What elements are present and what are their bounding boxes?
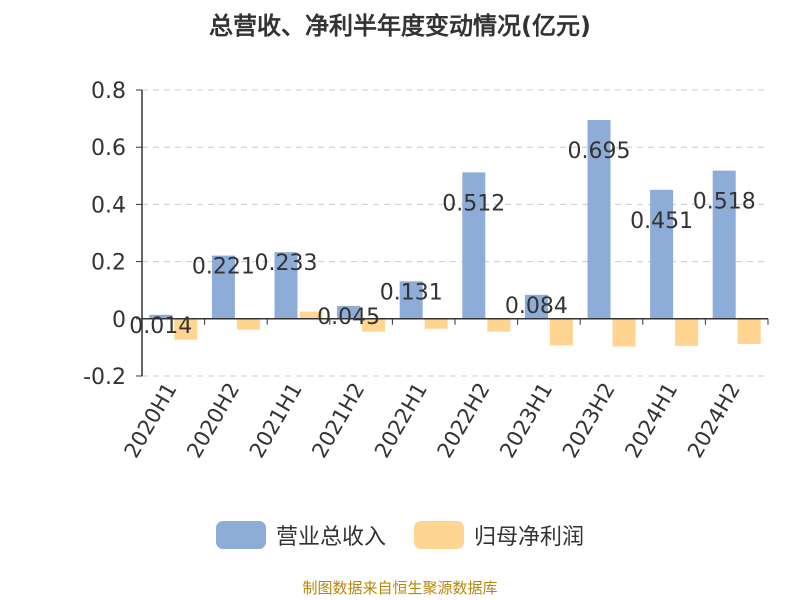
x-tick-label: 2022H1 (370, 379, 432, 463)
y-tick-label: 0.6 (91, 136, 126, 161)
x-tick-label: 2021H2 (307, 379, 369, 463)
bar-revenue (462, 172, 486, 319)
y-tick-label: 0.4 (91, 193, 126, 218)
data-label: 0.014 (129, 314, 192, 339)
source-footer: 制图数据来自恒生聚源数据库 (302, 579, 498, 597)
bar-revenue (149, 314, 173, 319)
chart-title: 总营收、净利半年度变动情况(亿元) (209, 12, 591, 40)
data-label: 0.695 (568, 139, 631, 164)
x-tick-label: 2022H2 (433, 379, 495, 463)
data-label: 0.084 (505, 294, 568, 319)
data-label: 0.512 (442, 191, 505, 216)
bar-revenue (211, 255, 235, 319)
bar-revenue (587, 120, 611, 319)
legend-item-net-profit[interactable]: 归母净利润 (414, 519, 584, 551)
bar-net-profit (362, 318, 386, 332)
data-label: 0.518 (693, 190, 756, 215)
data-label: 0.233 (255, 251, 318, 276)
bar-net-profit (549, 318, 573, 346)
bar-revenue (274, 252, 298, 319)
x-tick-label: 2023H1 (495, 379, 557, 463)
legend: 营业总收入 归母净利润 (0, 519, 800, 551)
y-tick-label: 0.2 (91, 251, 126, 276)
x-tick-label: 2020H2 (182, 379, 244, 463)
bar-revenue (524, 294, 548, 319)
bar-net-profit (737, 318, 761, 344)
x-tick-label: 2023H2 (558, 379, 620, 463)
bar-net-profit (487, 318, 511, 332)
bar-net-profit (675, 318, 699, 346)
data-label: 0.131 (380, 280, 443, 305)
legend-item-revenue[interactable]: 营业总收入 (215, 519, 386, 551)
data-label: 0.045 (317, 305, 380, 330)
bar-net-profit (424, 318, 448, 329)
x-tick-label: 2024H1 (620, 379, 682, 463)
bar-revenue (337, 305, 361, 319)
bar-revenue (712, 170, 736, 319)
x-tick-label: 2020H1 (120, 379, 182, 463)
data-label: 0.451 (630, 209, 693, 234)
bar-revenue (650, 189, 674, 319)
bar-net-profit (612, 318, 636, 347)
bar-net-profit (299, 311, 323, 319)
data-label: 0.221 (192, 255, 255, 280)
y-tick-label: 0.8 (91, 79, 126, 104)
x-tick-label: 2021H1 (245, 379, 307, 463)
legend-swatch-net-profit (414, 521, 464, 549)
legend-label-net-profit: 归母净利润 (474, 525, 585, 550)
x-tick-label: 2024H2 (683, 379, 745, 463)
y-tick-label: 0 (112, 308, 126, 333)
legend-swatch-revenue (215, 521, 266, 549)
bar-revenue (399, 281, 423, 319)
bar-net-profit (174, 318, 198, 340)
bar-net-profit (236, 318, 260, 330)
y-tick-label: -0.2 (83, 365, 126, 390)
legend-label-revenue: 营业总收入 (275, 525, 386, 550)
